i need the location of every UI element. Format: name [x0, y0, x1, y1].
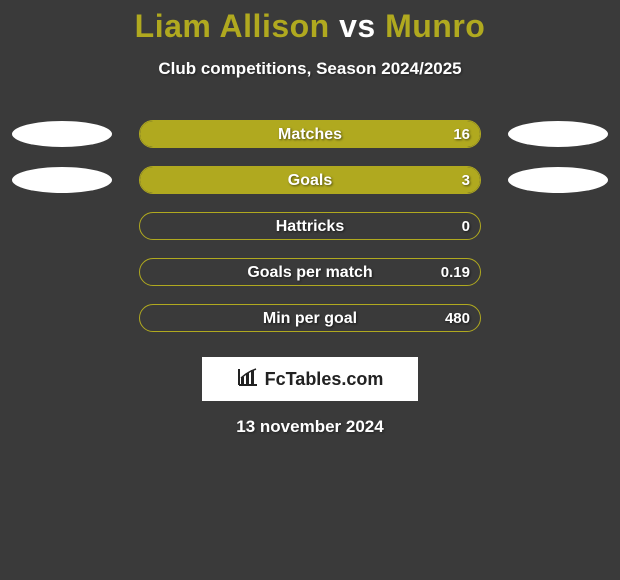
stat-row: Goals3 — [0, 157, 620, 203]
brand-box: FcTables.com — [202, 357, 418, 401]
stat-row: Goals per match0.19 — [0, 249, 620, 295]
stat-label: Hattricks — [140, 213, 480, 239]
stat-bar: Matches16 — [139, 120, 481, 148]
side-ellipse-right — [508, 167, 608, 193]
stat-label: Goals — [140, 167, 480, 193]
stat-label: Min per goal — [140, 305, 480, 331]
stat-row: Hattricks0 — [0, 203, 620, 249]
stat-row: Min per goal480 — [0, 295, 620, 341]
player1-name: Liam Allison — [135, 8, 330, 44]
date: 13 november 2024 — [0, 417, 620, 437]
stat-value-right: 480 — [445, 305, 470, 331]
stat-bar: Goals per match0.19 — [139, 258, 481, 286]
stat-rows: Matches16 Goals3 Hattricks0 Goals per match… — [0, 111, 620, 341]
comparison-infographic: Liam Allison vs Munro Club competitions,… — [0, 0, 620, 437]
stat-value-right: 0.19 — [441, 259, 470, 285]
stat-label: Matches — [140, 121, 480, 147]
stat-bar: Goals3 — [139, 166, 481, 194]
subtitle: Club competitions, Season 2024/2025 — [0, 59, 620, 79]
stat-value-right: 16 — [453, 121, 470, 147]
stat-value-right: 3 — [462, 167, 470, 193]
bar-chart-icon — [237, 367, 259, 392]
vs-separator: vs — [339, 8, 376, 44]
side-ellipse-left — [12, 121, 112, 147]
side-ellipse-right — [508, 121, 608, 147]
stat-value-right: 0 — [462, 213, 470, 239]
stat-label: Goals per match — [140, 259, 480, 285]
stat-bar: Min per goal480 — [139, 304, 481, 332]
side-ellipse-left — [12, 167, 112, 193]
stat-row: Matches16 — [0, 111, 620, 157]
player2-name: Munro — [385, 8, 485, 44]
stat-bar: Hattricks0 — [139, 212, 481, 240]
brand-text: FcTables.com — [265, 369, 384, 390]
page-title: Liam Allison vs Munro — [0, 8, 620, 45]
